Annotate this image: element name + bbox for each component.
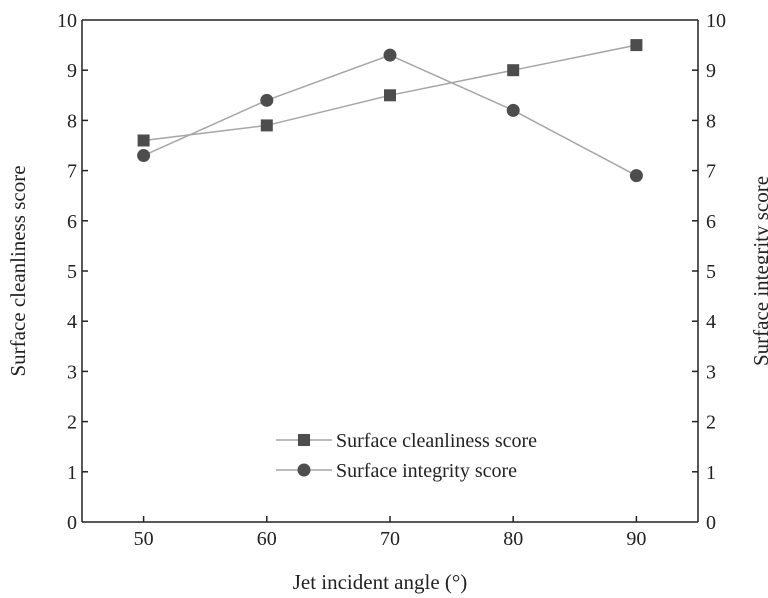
right-y-tick-label: 10 <box>706 10 726 32</box>
left-y-tick-label: 7 <box>67 161 77 183</box>
legend-marker-cleanliness <box>298 434 310 446</box>
right-y-tick-label: 6 <box>706 211 716 233</box>
point-integrity <box>629 169 643 183</box>
right-y-tick-label: 1 <box>706 462 716 484</box>
x-tick-label: 70 <box>380 528 400 550</box>
x-axis-title: Jet incident angle (°) <box>293 570 468 594</box>
x-tick-label: 90 <box>626 528 646 550</box>
right-y-tick-label: 9 <box>706 60 716 82</box>
point-integrity <box>383 48 397 62</box>
right-y-tick-label: 2 <box>706 412 716 434</box>
right-y-tick-label: 3 <box>706 361 716 383</box>
point-integrity <box>137 149 151 163</box>
point-cleanliness <box>630 39 643 52</box>
point-cleanliness <box>507 64 520 77</box>
x-tick-label: 50 <box>134 528 154 550</box>
left-y-tick-label: 0 <box>67 512 77 534</box>
point-integrity <box>260 93 274 107</box>
point-cleanliness <box>137 134 150 147</box>
right-y-tick-label: 4 <box>706 311 716 333</box>
legend: Surface cleanliness score Surface integr… <box>276 430 537 482</box>
left-y-tick-label: 1 <box>67 462 77 484</box>
point-cleanliness <box>260 119 273 132</box>
legend-label-integrity: Surface integrity score <box>336 460 517 482</box>
x-tick-label: 80 <box>503 528 523 550</box>
right-y-tick-label: 0 <box>706 512 716 534</box>
plot-area <box>82 20 698 522</box>
right-y-tick-label: 7 <box>706 161 716 183</box>
left-axis-title: Surface cleanliness score <box>6 165 30 376</box>
right-y-tick-label: 5 <box>706 261 716 283</box>
right-axis-title: Surface integrity score <box>749 176 768 366</box>
left-y-tick-label: 6 <box>67 211 77 233</box>
x-tick-label: 60 <box>257 528 277 550</box>
legend-label-cleanliness: Surface cleanliness score <box>336 430 537 452</box>
ticks-layer: 0 0 1 1 2 2 3 3 4 4 5 5 6 6 7 7 8 8 9 9 10 10 50 60 70 80 90 <box>57 10 726 550</box>
point-integrity <box>506 103 520 117</box>
left-y-tick-label: 5 <box>67 261 77 283</box>
left-y-tick-label: 9 <box>67 60 77 82</box>
left-y-tick-label: 4 <box>67 311 77 333</box>
right-y-tick-label: 8 <box>706 110 716 132</box>
left-y-tick-label: 8 <box>67 110 77 132</box>
left-y-tick-label: 2 <box>67 412 77 434</box>
left-y-tick-label: 3 <box>67 361 77 383</box>
point-cleanliness <box>384 89 396 102</box>
series-layer <box>137 39 643 183</box>
legend-marker-integrity <box>297 463 311 477</box>
left-y-tick-label: 10 <box>57 10 77 32</box>
